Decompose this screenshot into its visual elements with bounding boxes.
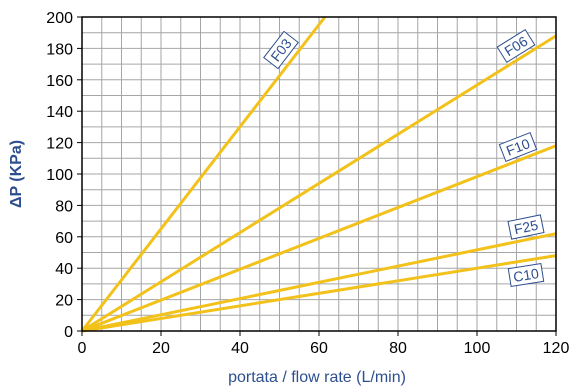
- x-axis-title: portata / flow rate (L/min): [228, 369, 406, 386]
- y-tick-label: 160: [46, 73, 73, 90]
- x-tick-label: 20: [152, 340, 170, 357]
- y-tick-label: 0: [64, 324, 73, 341]
- y-axis-title: ΔP (KPa): [8, 140, 25, 208]
- series-label-f03: F03: [263, 30, 299, 70]
- y-tick-label: 180: [46, 41, 73, 58]
- tick-labels: 0 20 40 60 80 100 120 0 20 40 60 80 100 120 140 160 180 2…: [46, 10, 569, 357]
- series-label-c10: C10: [507, 262, 545, 288]
- y-tick-label: 200: [46, 10, 73, 27]
- series-line-f06: [81, 34, 557, 333]
- y-tick-label: 60: [55, 230, 73, 247]
- y-tick-label: 40: [55, 261, 73, 278]
- y-tick-label: 140: [46, 104, 73, 121]
- series-label-box: [507, 214, 545, 240]
- y-tick-label: 120: [46, 136, 73, 153]
- series-label-f10: F10: [498, 131, 538, 163]
- series-line-c10: [81, 254, 557, 333]
- series-label-box: [498, 131, 538, 163]
- y-tick-label: 100: [46, 167, 73, 184]
- x-tick-label: 60: [310, 340, 328, 357]
- series-lines: [80, 16, 557, 333]
- series-label-box: [263, 30, 299, 70]
- series-line-f10: [81, 144, 557, 333]
- series-line-f03: [80, 16, 327, 332]
- x-tick-label: 0: [78, 340, 87, 357]
- x-tick-label: 100: [464, 340, 491, 357]
- series-label-f25: F25: [507, 214, 545, 240]
- x-tick-label: 80: [389, 340, 407, 357]
- y-tick-label: 20: [55, 293, 73, 310]
- series-line-f25: [81, 232, 557, 333]
- series-label-box: [507, 262, 545, 288]
- x-tick-label: 40: [231, 340, 249, 357]
- series-label-text: F25: [513, 217, 540, 238]
- series-label-text: C10: [512, 265, 540, 285]
- x-tick-label: 120: [543, 340, 570, 357]
- series-label-box: [496, 28, 536, 64]
- y-tick-label: 80: [55, 198, 73, 215]
